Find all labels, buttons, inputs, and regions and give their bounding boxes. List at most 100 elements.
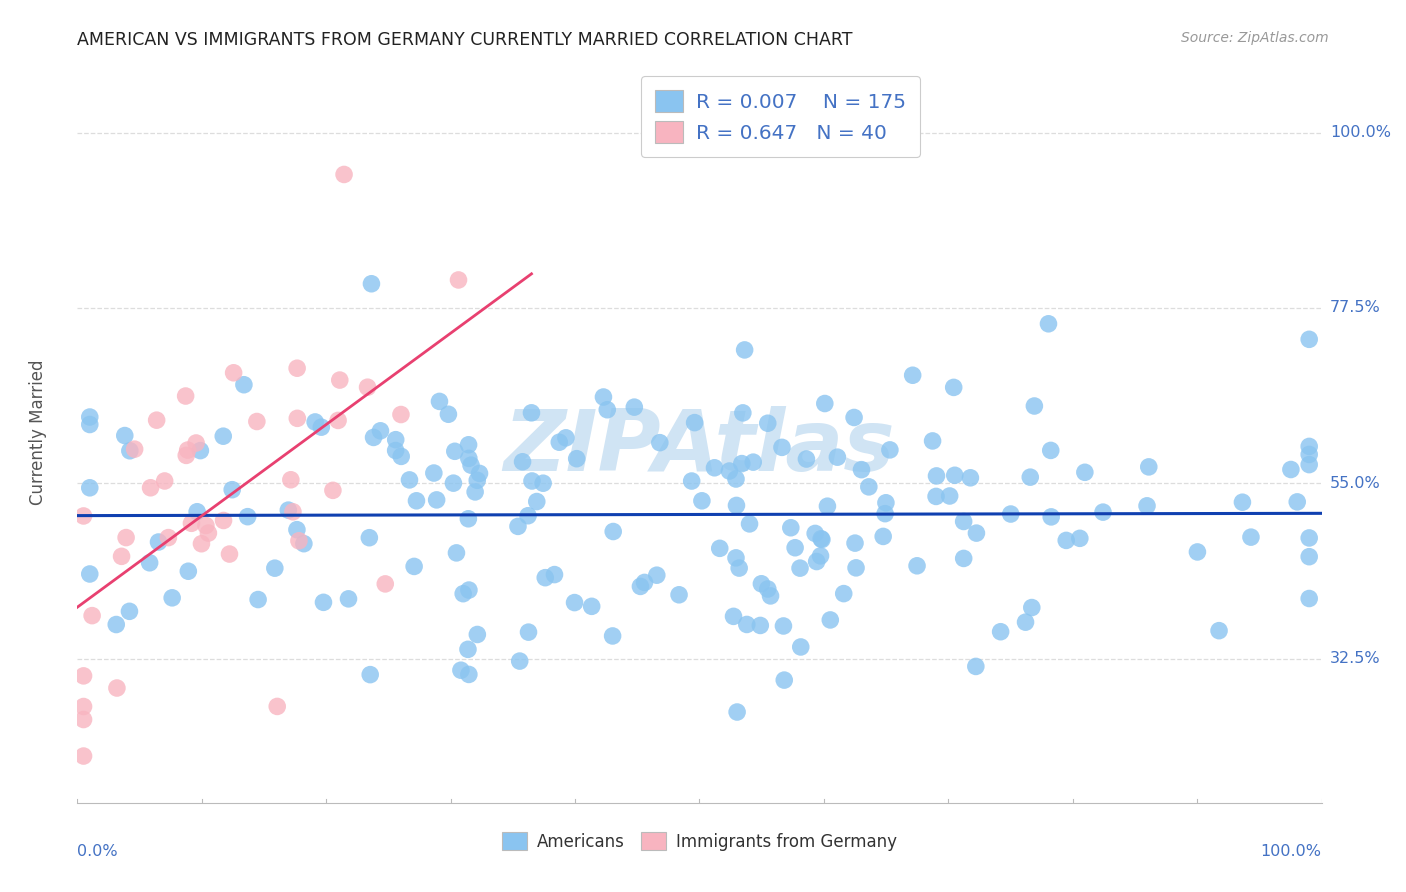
Point [564,596,586,610]
Point [724,550,747,565]
Point [79,481,101,495]
Point [842,410,865,425]
Point [157,531,180,545]
Point [749,618,772,632]
Point [1232,495,1254,509]
Point [222,366,245,380]
Point [322,483,344,498]
Point [734,343,756,357]
Point [288,533,311,548]
Point [221,483,243,497]
Point [789,561,811,575]
Point [879,442,901,457]
Point [1014,615,1036,630]
Point [292,537,315,551]
Point [943,468,966,483]
Point [925,469,948,483]
Point [905,558,928,573]
Point [751,576,773,591]
Point [72,749,94,764]
Text: 77.5%: 77.5% [1330,301,1381,316]
Point [370,424,392,438]
Point [668,588,690,602]
Point [517,625,540,640]
Point [1000,507,1022,521]
Point [457,512,479,526]
Point [114,428,136,442]
Point [731,457,754,471]
Point [312,595,335,609]
Point [337,591,360,606]
Point [82,608,104,623]
Point [174,389,197,403]
Point [925,490,948,504]
Text: 0.0%: 0.0% [77,844,118,858]
Point [1038,317,1060,331]
Point [596,402,619,417]
Point [384,443,406,458]
Point [806,555,828,569]
Point [648,435,671,450]
Point [1054,533,1077,548]
Point [1208,624,1230,638]
Point [602,629,624,643]
Point [384,433,406,447]
Point [280,473,302,487]
Point [820,613,842,627]
Point [72,669,94,683]
Point [952,515,974,529]
Point [772,619,794,633]
Point [875,507,897,521]
Point [506,519,529,533]
Point [180,516,202,531]
Point [921,434,943,448]
Point [266,699,288,714]
Point [139,481,162,495]
Point [429,394,451,409]
Point [512,455,534,469]
Point [709,541,731,556]
Point [174,449,197,463]
Point [236,509,259,524]
Point [858,480,880,494]
Point [457,667,479,681]
Point [1039,443,1062,458]
Point [423,466,446,480]
Point [1187,545,1209,559]
Point [160,591,183,605]
Text: 100.0%: 100.0% [1330,125,1391,140]
Point [457,451,479,466]
Point [374,577,396,591]
Point [465,473,488,487]
Point [304,415,326,429]
Text: AMERICAN VS IMMIGRANTS FROM GERMANY CURRENTLY MARRIED CORRELATION CHART: AMERICAN VS IMMIGRANTS FROM GERMANY CURR… [77,31,853,49]
Point [263,561,285,575]
Point [404,559,426,574]
Point [426,492,449,507]
Point [458,582,481,597]
Point [759,589,782,603]
Point [938,489,960,503]
Point [690,493,713,508]
Point [450,663,472,677]
Point [725,499,748,513]
Point [773,673,796,687]
Point [1279,462,1302,476]
Point [1298,591,1320,606]
Point [827,450,849,465]
Point [468,467,491,481]
Point [581,599,603,614]
Point [724,472,747,486]
Point [329,373,352,387]
Text: 32.5%: 32.5% [1330,651,1381,666]
Point [785,541,807,555]
Point [548,435,571,450]
Point [520,406,543,420]
Point [443,444,465,458]
Point [1024,399,1046,413]
Point [79,410,101,425]
Text: Source: ZipAtlas.com: Source: ZipAtlas.com [1181,31,1329,45]
Point [814,396,837,410]
Point [531,476,554,491]
Point [186,505,208,519]
